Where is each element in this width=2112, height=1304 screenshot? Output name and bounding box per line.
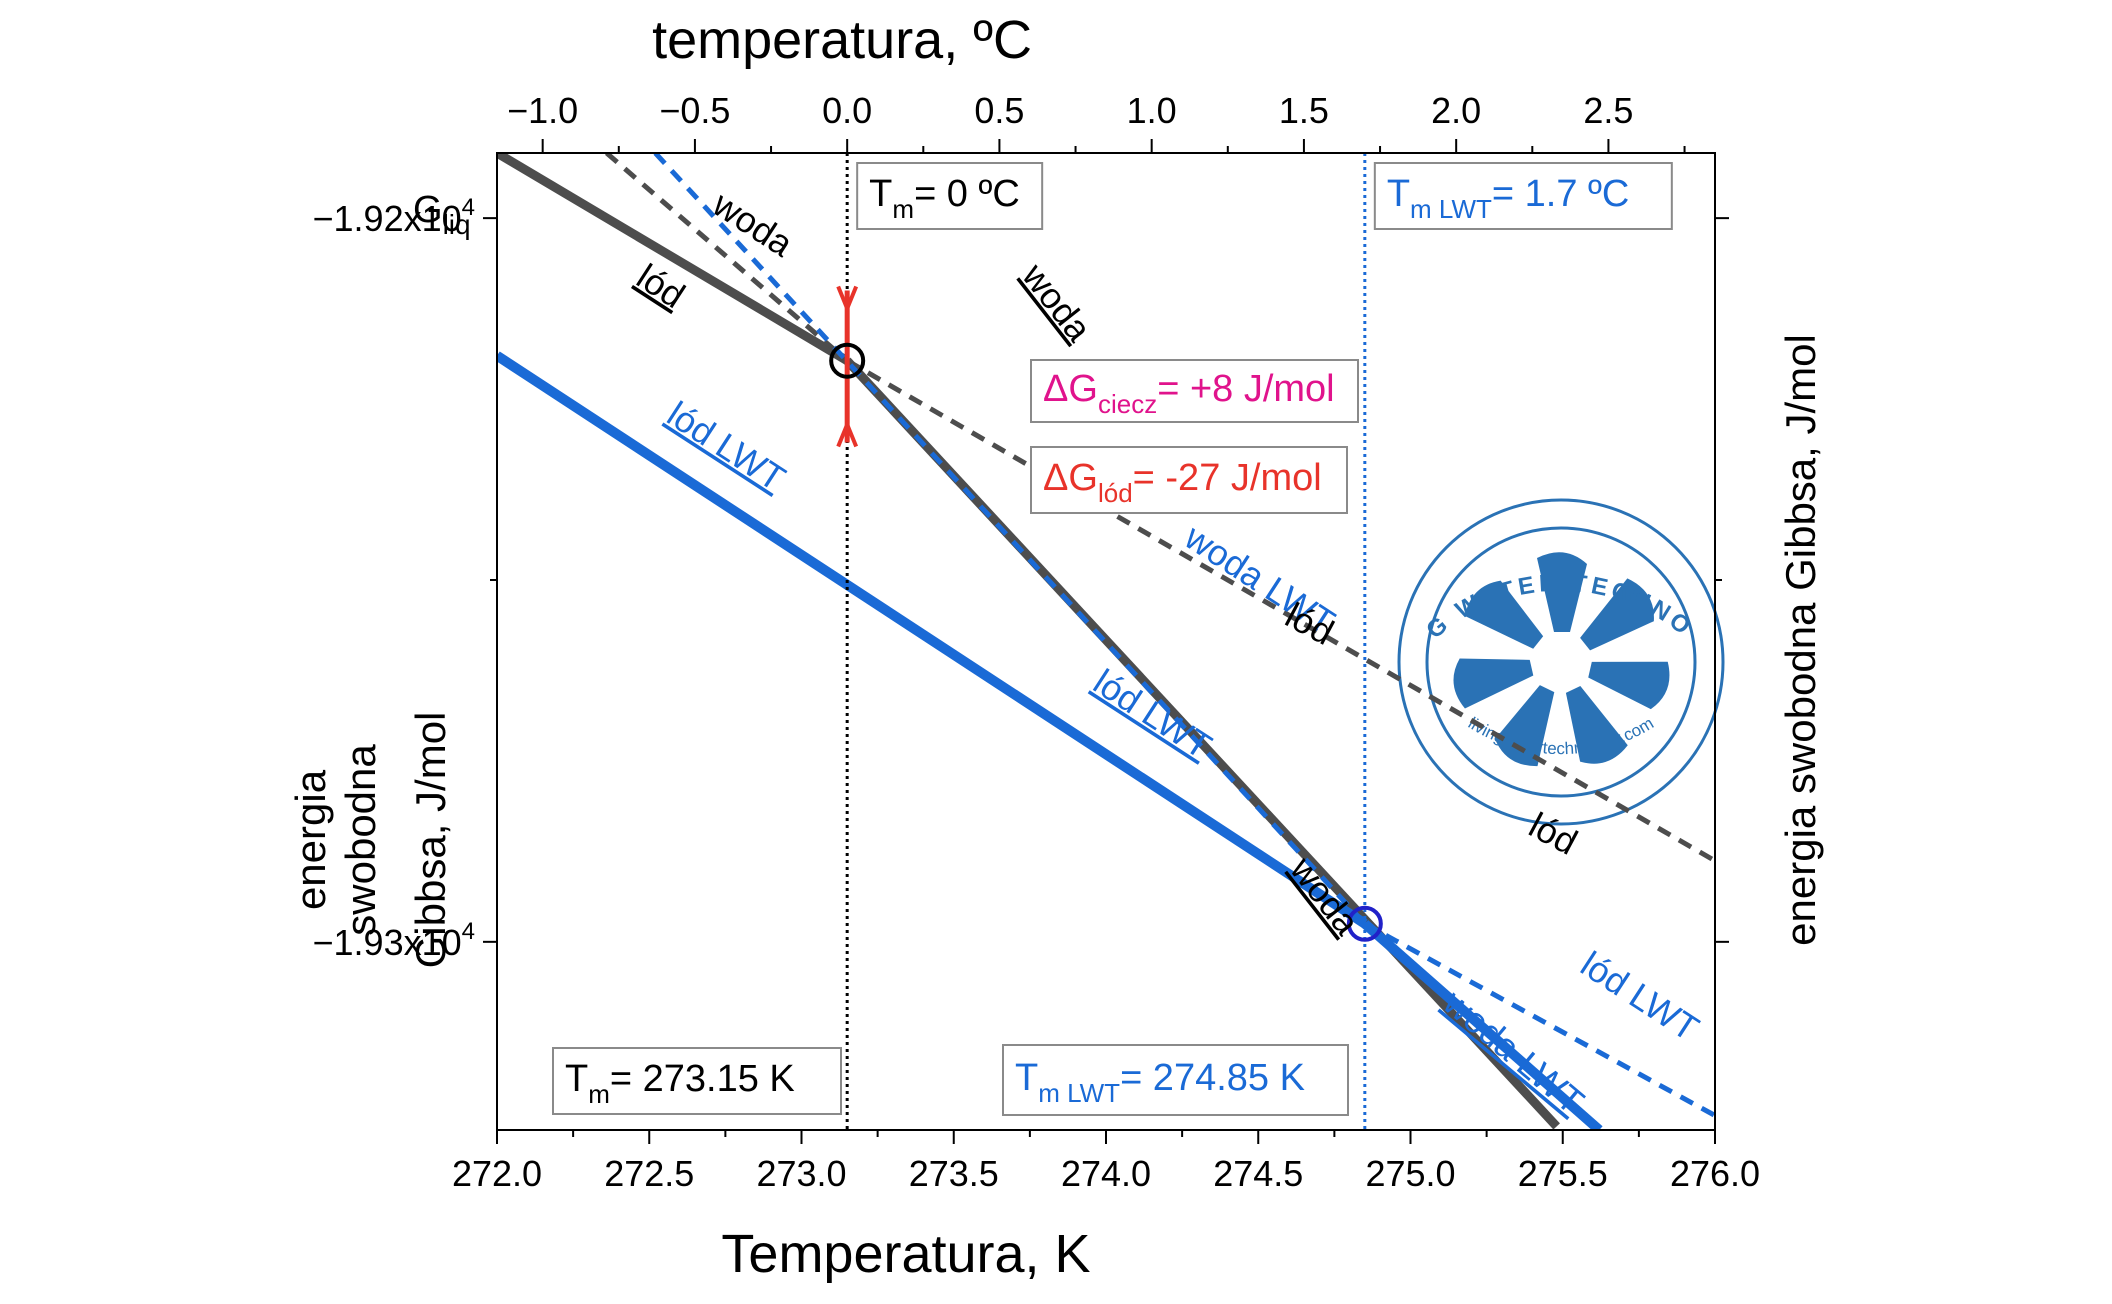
x-tick-label-6: 275.0 [1365,1153,1455,1194]
curve-label-3: woda [1014,255,1101,350]
logo-pinwheel [1453,552,1670,767]
annotation-box-text-4: Tm= 273.15 K [565,1058,795,1109]
logo-trademark: TM [1619,585,1644,604]
y-tick-label-0: −1.92x104 [313,194,476,239]
annotation-box-frame-3 [1030,446,1348,514]
annotation-box-frame-2 [1030,359,1359,423]
annotation-box-frame-0 [856,162,1044,230]
x-tick-label-0: 272.0 [452,1153,542,1194]
y-tick-label-1: −1.93x104 [313,918,476,963]
annotation-box-text-0: Tm= 0 ºC [869,173,1020,224]
curve-label-7: woda [1282,848,1369,943]
x-tick-label-7: 275.5 [1518,1153,1608,1194]
logo-blade-2 [1588,661,1670,710]
top-tick-label-5: 1.5 [1279,90,1329,131]
y-axis-title-right: energia swobodna Gibbsa, J/mol [1777,334,1824,946]
top-tick-label-3: 0.5 [974,90,1024,131]
annotation-box-1: Tm LWT= 1.7 ºC [1373,162,1673,230]
annotation-box-2: ΔGciecz= +8 J/mol [1030,359,1359,423]
y-axis-title-left: energia swobodna Gibbsa, J/mol [287,712,454,969]
curve-label-9: woda LWT [1435,981,1592,1122]
curve-label-8: lód [1522,804,1584,863]
logo-blade-0 [1537,552,1587,632]
annotation-box-text-5: Tm LWT= 274.85 K [1015,1057,1305,1108]
logo-blade-3 [1565,685,1628,764]
series-line-0 [497,153,850,365]
annotation-box-frame-1 [1373,162,1673,230]
logo-inner-ring [1425,526,1697,798]
annotation-box-4: Tm= 273.15 K [552,1047,842,1115]
x-tick-label-8: 276.0 [1670,1153,1760,1194]
annotation-box-text-1: Tm LWT= 1.7 ºC [1387,173,1630,224]
annotation-box-0: Tm= 0 ºC [856,162,1044,230]
y-axis-title-left-line1: energia [287,769,334,910]
series-line-2 [604,153,849,363]
logo-blade-6 [1464,580,1544,649]
top-tick-label-7: 2.5 [1583,90,1633,131]
x-tick-label-1: 272.5 [604,1153,694,1194]
delta-g-arrow-bottom [836,419,859,448]
annotation-box-text-2: ΔGciecz= +8 J/mol [1043,368,1335,419]
annotation-box-5: Tm LWT= 274.85 K [1002,1044,1349,1116]
top-tick-label-6: 2.0 [1431,90,1481,131]
x-tick-label-4: 274.0 [1061,1153,1151,1194]
annotation-box-frame-5 [1002,1044,1349,1116]
series-line-5 [1361,919,1603,1130]
top-tick-label-1: −0.5 [659,90,730,131]
top-tick-label-2: 0.0 [822,90,872,131]
x-tick-label-5: 274.5 [1213,1153,1303,1194]
delta-g-arrow-top [836,285,859,314]
curve-label-10: lód LWT [1574,943,1707,1049]
top-axis-title: temperatura, ºC [652,10,1032,70]
x-tick-label-3: 273.5 [909,1153,999,1194]
intersection-marker-0 [829,342,866,379]
top-tick-label-0: −1.0 [507,90,578,131]
annotation-box-3: ΔGlód= -27 J/mol [1030,446,1348,514]
logo-blade-4 [1495,685,1555,767]
series-line-7 [1363,921,1715,1118]
curve-label-2: lód LWT [660,393,793,499]
logo-outer-ring [1397,498,1725,826]
x-axis-title: Temperatura, K [721,1224,1090,1284]
annotation-box-text-3: ΔGlód= -27 J/mol [1043,457,1322,508]
y-axis-title-left-line3: Gibbsa, J/mol [407,712,454,969]
annotation-box-frame-4 [552,1047,842,1115]
logo-blade-1 [1580,578,1654,651]
g-liq-label: Gliq [413,189,471,240]
top-tick-label-4: 1.0 [1127,90,1177,131]
series-line-4 [497,351,1368,928]
x-tick-label-2: 273.0 [756,1153,846,1194]
series-line-6 [653,153,1367,926]
y-axis-title-left-line2: swobodna [337,744,384,936]
intersection-marker-1 [1346,905,1383,942]
logo-blade-5 [1453,658,1534,709]
